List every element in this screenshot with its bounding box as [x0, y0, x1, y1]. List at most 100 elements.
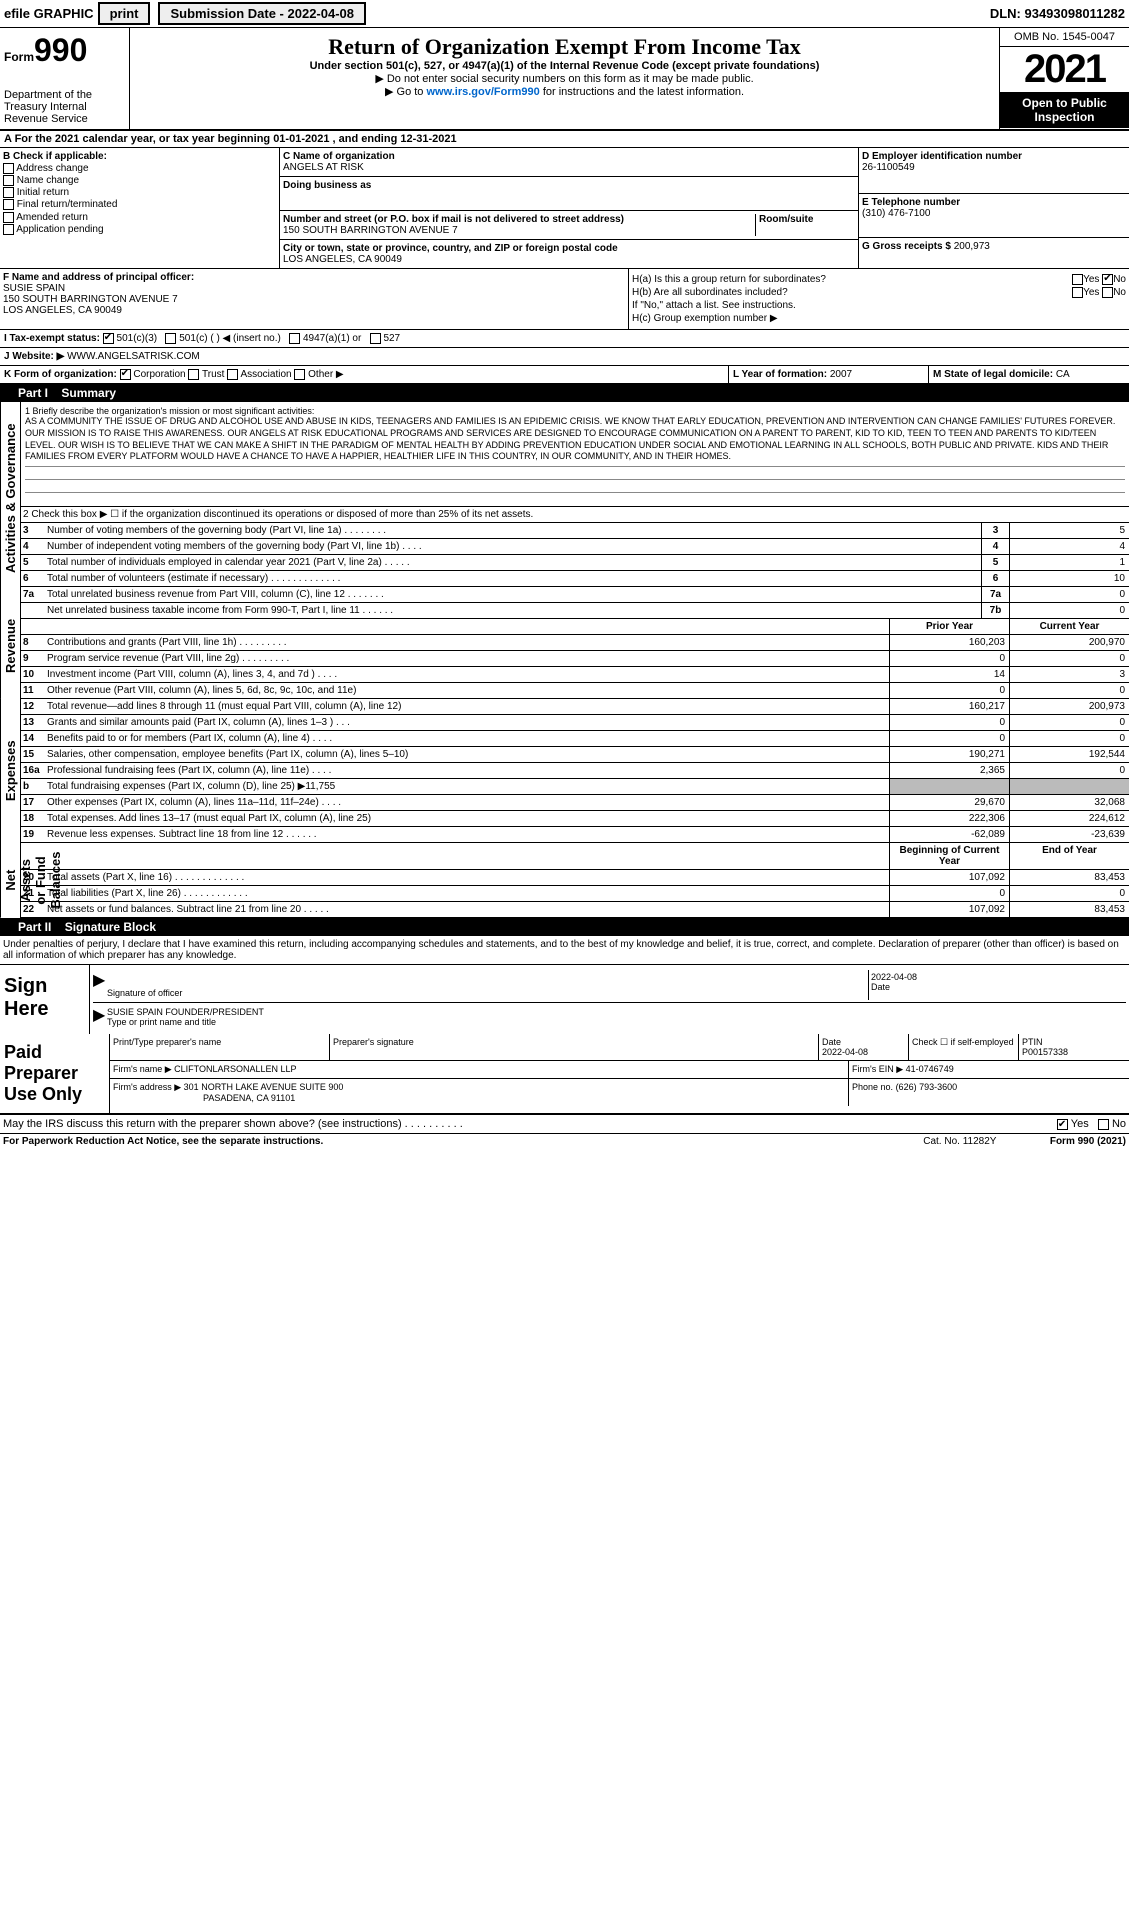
sign-here-label: Sign Here [0, 965, 90, 1034]
section-klm: K Form of organization: Corporation Trus… [0, 366, 1129, 384]
line-22: 22Net assets or fund balances. Subtract … [21, 902, 1129, 918]
summary-body: Activities & Governance Revenue Expenses… [0, 402, 1129, 918]
line-12: 12Total revenue—add lines 8 through 11 (… [21, 699, 1129, 715]
hb-yesno[interactable]: Yes No [1072, 287, 1126, 298]
discuss-yesno[interactable]: Yes No [1057, 1118, 1126, 1130]
check-501c[interactable] [165, 333, 176, 344]
section-fh: F Name and address of principal officer:… [0, 269, 1129, 330]
section-deg: D Employer identification number 26-1100… [859, 148, 1129, 268]
line-15: 15Salaries, other compensation, employee… [21, 747, 1129, 763]
website: WWW.ANGELSATRISK.COM [67, 351, 200, 362]
vert-revenue: Revenue [0, 594, 20, 698]
line-7a: 7aTotal unrelated business revenue from … [21, 587, 1129, 603]
arrow-icon: ▶ [93, 1005, 105, 1029]
firm-name: CLIFTONLARSONALLEN LLP [174, 1064, 296, 1074]
cat-no: Cat. No. 11282Y [870, 1136, 1050, 1147]
preparer-date: 2022-04-08 [822, 1047, 868, 1057]
form990-link[interactable]: www.irs.gov/Form990 [426, 86, 539, 98]
section-i: I Tax-exempt status: 501(c)(3) 501(c) ( … [0, 330, 1129, 348]
ptin: P00157338 [1022, 1047, 1068, 1057]
line-9: 9Program service revenue (Part VIII, lin… [21, 651, 1129, 667]
top-bar: efile GRAPHIC print Submission Date - 20… [0, 0, 1129, 28]
submission-date-button[interactable]: Submission Date - 2022-04-08 [158, 2, 366, 25]
efile-label: efile GRAPHIC [4, 6, 94, 21]
part2-header: Part II Signature Block [0, 918, 1129, 936]
open-to-public: Open to Public Inspection [1000, 92, 1129, 128]
check-app-pending[interactable]: Application pending [3, 224, 276, 235]
line-20: 20Total assets (Part X, line 16) . . . .… [21, 870, 1129, 886]
check-trust[interactable] [188, 369, 199, 380]
line-b: bTotal fundraising expenses (Part IX, co… [21, 779, 1129, 795]
state-domicile: CA [1056, 369, 1070, 380]
dln: DLN: 93493098011282 [990, 6, 1125, 21]
mission-box: 1 Briefly describe the organization's mi… [21, 402, 1129, 507]
line-14: 14Benefits paid to or for members (Part … [21, 731, 1129, 747]
discuss-row: May the IRS discuss this return with the… [0, 1114, 1129, 1133]
check-corporation[interactable] [120, 369, 131, 380]
form-ref: Form 990 (2021) [1050, 1136, 1126, 1147]
line-4: 4Number of independent voting members of… [21, 539, 1129, 555]
omb-number: OMB No. 1545-0047 [1000, 28, 1129, 47]
check-initial-return[interactable]: Initial return [3, 187, 276, 198]
gross-receipts: 200,973 [954, 241, 990, 252]
arrow-icon: ▶ [93, 970, 105, 1000]
tax-year: 2021 [1000, 47, 1129, 92]
vert-netassets: Net Assets or Fund Balances [0, 843, 20, 918]
header-right: OMB No. 1545-0047 2021 Open to Public In… [999, 28, 1129, 129]
firm-address: 301 NORTH LAKE AVENUE SUITE 900 [184, 1082, 344, 1092]
check-other[interactable] [294, 369, 305, 380]
department: Department of the Treasury Internal Reve… [4, 89, 125, 125]
line-16a: 16aProfessional fundraising fees (Part I… [21, 763, 1129, 779]
city-state-zip: LOS ANGELES, CA 90049 [283, 254, 402, 265]
form-subtitle: Under section 501(c), 527, or 4947(a)(1)… [136, 60, 993, 72]
col-headers: Prior Year Current Year [21, 619, 1129, 635]
vert-activities: Activities & Governance [0, 402, 20, 594]
check-4947[interactable] [289, 333, 300, 344]
period-row: A For the 2021 calendar year, or tax yea… [0, 131, 1129, 148]
line-11: 11Other revenue (Part VIII, column (A), … [21, 683, 1129, 699]
sign-here-row: Sign Here ▶ Signature of officer 2022-04… [0, 964, 1129, 1034]
penalty-statement: Under penalties of perjury, I declare th… [0, 936, 1129, 964]
firm-phone: (626) 793-3600 [896, 1082, 958, 1092]
check-association[interactable] [227, 369, 238, 380]
footer-row: For Paperwork Reduction Act Notice, see … [0, 1133, 1129, 1149]
check-final-return[interactable]: Final return/terminated [3, 199, 276, 210]
ha-yesno[interactable]: Yes No [1072, 274, 1126, 285]
sign-date: 2022-04-08 [871, 972, 1124, 982]
check-amended[interactable]: Amended return [3, 212, 276, 223]
check-527[interactable] [370, 333, 381, 344]
check-address-change[interactable]: Address change [3, 163, 276, 174]
officer-name: SUSIE SPAIN [3, 283, 65, 294]
check-501c3[interactable] [103, 333, 114, 344]
line-7b: Net unrelated business taxable income fr… [21, 603, 1129, 619]
line-18: 18Total expenses. Add lines 13–17 (must … [21, 811, 1129, 827]
officer-name-title: SUSIE SPAIN FOUNDER/PRESIDENT [107, 1007, 1124, 1017]
line-17: 17Other expenses (Part IX, column (A), l… [21, 795, 1129, 811]
section-b: B Check if applicable: Address change Na… [0, 148, 280, 268]
header-left: Form990 Department of the Treasury Inter… [0, 28, 130, 129]
line-10: 10Investment income (Part VIII, column (… [21, 667, 1129, 683]
form-number: Form990 [4, 32, 125, 69]
telephone: (310) 476-7100 [862, 208, 930, 219]
firm-ein: 41-0746749 [906, 1064, 954, 1074]
part1-header: Part I Summary [0, 384, 1129, 402]
line-5: 5Total number of individuals employed in… [21, 555, 1129, 571]
section-c: C Name of organization ANGELS AT RISK Do… [280, 148, 859, 268]
mission-text: AS A COMMUNITY THE ISSUE OF DRUG AND ALC… [25, 416, 1125, 463]
section-f: F Name and address of principal officer:… [0, 269, 629, 329]
header-mid: Return of Organization Exempt From Incom… [130, 28, 999, 129]
paid-preparer-row: Paid Preparer Use Only Print/Type prepar… [0, 1034, 1129, 1114]
paid-preparer-label: Paid Preparer Use Only [0, 1034, 110, 1113]
line-21: 21Total liabilities (Part X, line 26) . … [21, 886, 1129, 902]
line-19: 19Revenue less expenses. Subtract line 1… [21, 827, 1129, 843]
form-title: Return of Organization Exempt From Incom… [136, 34, 993, 60]
form-header: Form990 Department of the Treasury Inter… [0, 28, 1129, 131]
section-bcde: B Check if applicable: Address change Na… [0, 148, 1129, 269]
print-button[interactable]: print [98, 2, 151, 25]
ein: 26-1100549 [862, 162, 915, 173]
check-name-change[interactable]: Name change [3, 175, 276, 186]
street-address: 150 SOUTH BARRINGTON AVENUE 7 [283, 225, 458, 236]
col-headers-2: Beginning of Current Year End of Year [21, 843, 1129, 870]
line-2: 2 Check this box ▶ ☐ if the organization… [21, 507, 1129, 523]
org-name: ANGELS AT RISK [283, 162, 364, 173]
